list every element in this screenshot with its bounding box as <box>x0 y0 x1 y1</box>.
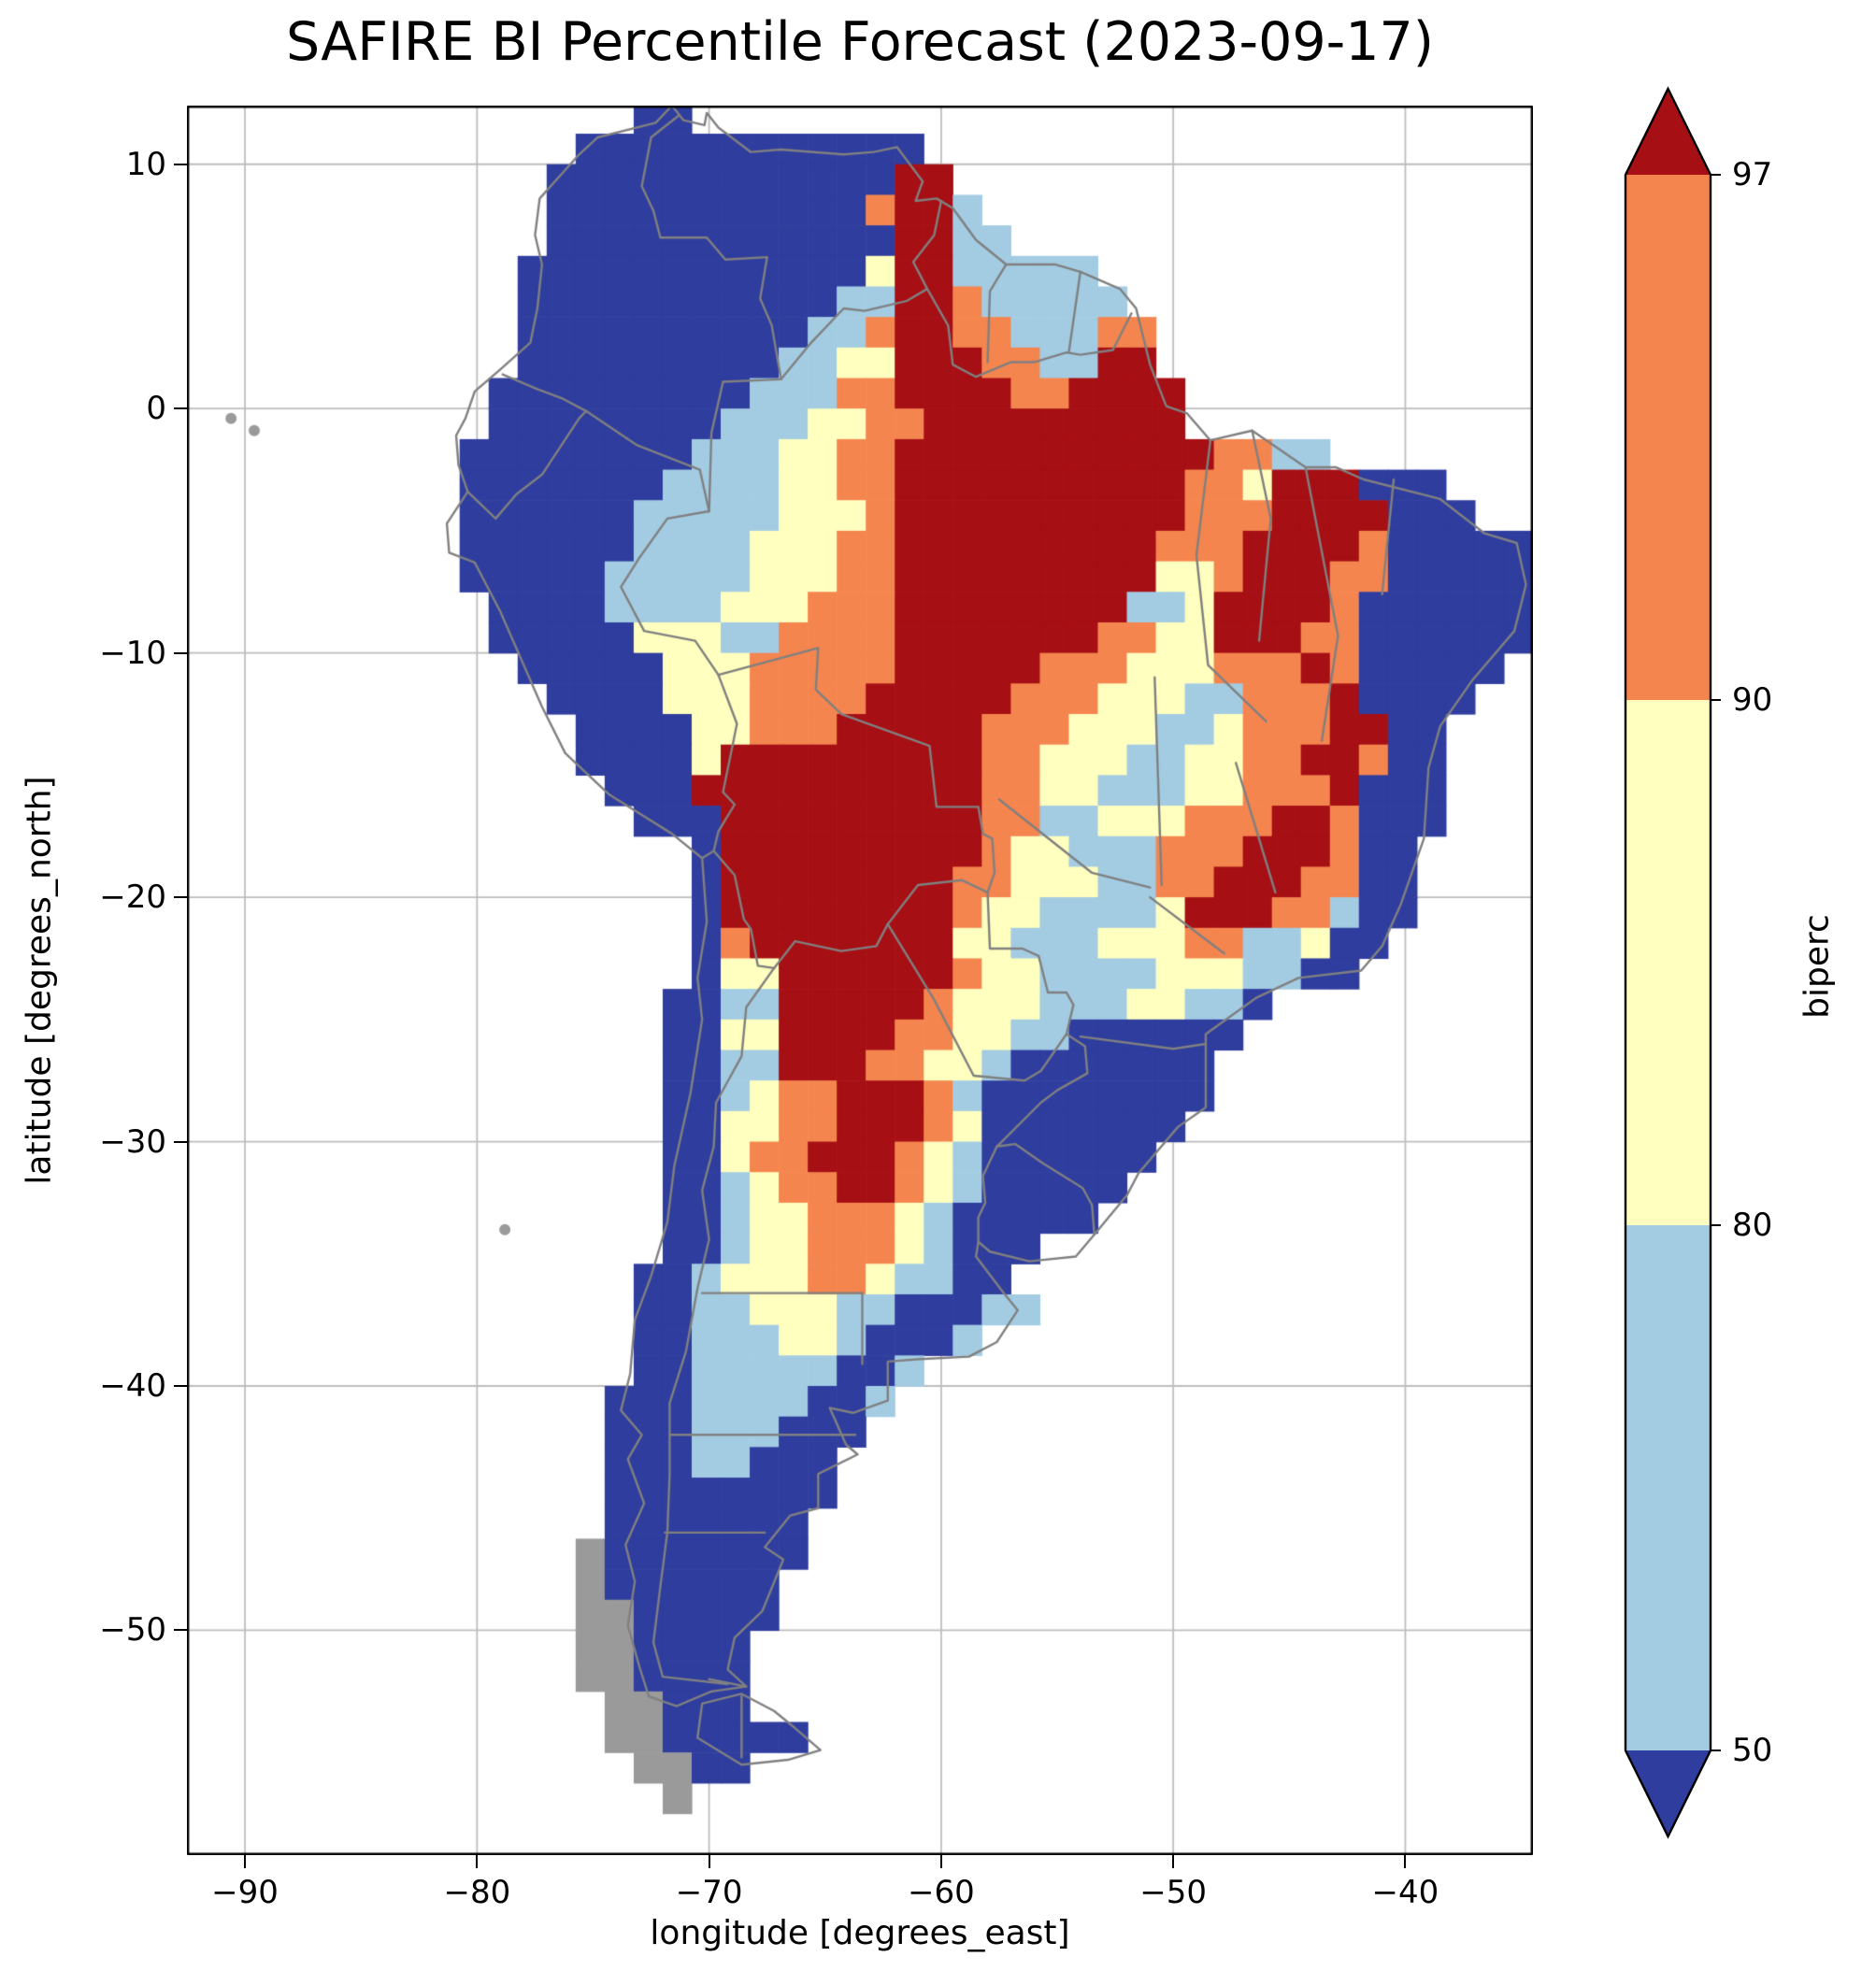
colorbar-under-triangle <box>1625 1750 1711 1836</box>
y-tick-mark <box>174 1385 187 1387</box>
x-tick-mark <box>708 1855 710 1868</box>
y-tick-mark <box>174 407 187 410</box>
y-tick-mark <box>174 651 187 654</box>
y-axis-label: latitude [degrees_north] <box>20 776 59 1185</box>
x-axis-label: longitude [degrees_east] <box>650 1914 1070 1952</box>
colorbar-tick-label-50: 50 <box>1732 1732 1773 1769</box>
map-canvas <box>187 106 1533 1855</box>
y-tick-mark <box>174 1629 187 1632</box>
colorbar-axis-label: biperc <box>1797 914 1837 1019</box>
x-tick-label: −50 <box>1139 1874 1208 1911</box>
figure-title: SAFIRE BI Percentile Forecast (2023-09-1… <box>286 11 1434 73</box>
colorbar-seg-50-80 <box>1625 1225 1711 1750</box>
y-tick-mark <box>174 1140 187 1143</box>
x-tick-mark <box>476 1855 479 1868</box>
y-tick-label: −20 <box>99 878 166 917</box>
colorbar-seg-80-90 <box>1625 700 1711 1225</box>
colorbar-seg-90-97 <box>1625 175 1711 700</box>
x-tick-label: −90 <box>211 1874 279 1911</box>
y-tick-mark <box>174 896 187 899</box>
x-tick-mark <box>939 1855 942 1868</box>
y-tick-label: −30 <box>99 1122 166 1161</box>
x-tick-label: −40 <box>1371 1874 1439 1911</box>
colorbar: 97 90 80 50 <box>1624 86 1867 1852</box>
x-tick-label: −80 <box>443 1874 511 1911</box>
y-tick-label: −10 <box>99 634 166 672</box>
colorbar-ticks <box>1711 174 1721 1751</box>
y-tick-label: −40 <box>99 1367 166 1405</box>
colorbar-over-triangle <box>1625 89 1711 175</box>
colorbar-bar <box>1624 86 1721 1839</box>
y-tick-mark <box>174 163 187 165</box>
x-tick-label: −60 <box>908 1874 975 1911</box>
y-tick-label: 0 <box>146 390 166 428</box>
colorbar-tick-label-90: 90 <box>1732 681 1773 719</box>
x-tick-label: −70 <box>675 1874 743 1911</box>
colorbar-tick-label-80: 80 <box>1732 1207 1773 1244</box>
y-tick-label: −50 <box>99 1611 166 1650</box>
x-tick-mark <box>244 1855 247 1868</box>
x-tick-mark <box>1172 1855 1175 1868</box>
colorbar-tick-label-97: 97 <box>1732 156 1773 193</box>
y-tick-label: 10 <box>125 145 166 183</box>
x-tick-mark <box>1404 1855 1407 1868</box>
